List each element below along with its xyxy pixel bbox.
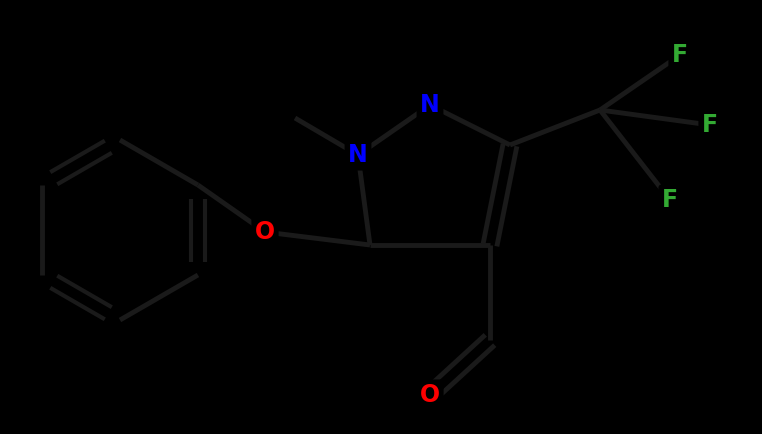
Text: F: F [672, 43, 688, 67]
Text: F: F [702, 113, 718, 137]
Text: F: F [662, 188, 678, 212]
Text: N: N [420, 93, 440, 117]
Text: O: O [255, 220, 275, 244]
Text: O: O [420, 383, 440, 407]
Text: N: N [348, 143, 368, 167]
